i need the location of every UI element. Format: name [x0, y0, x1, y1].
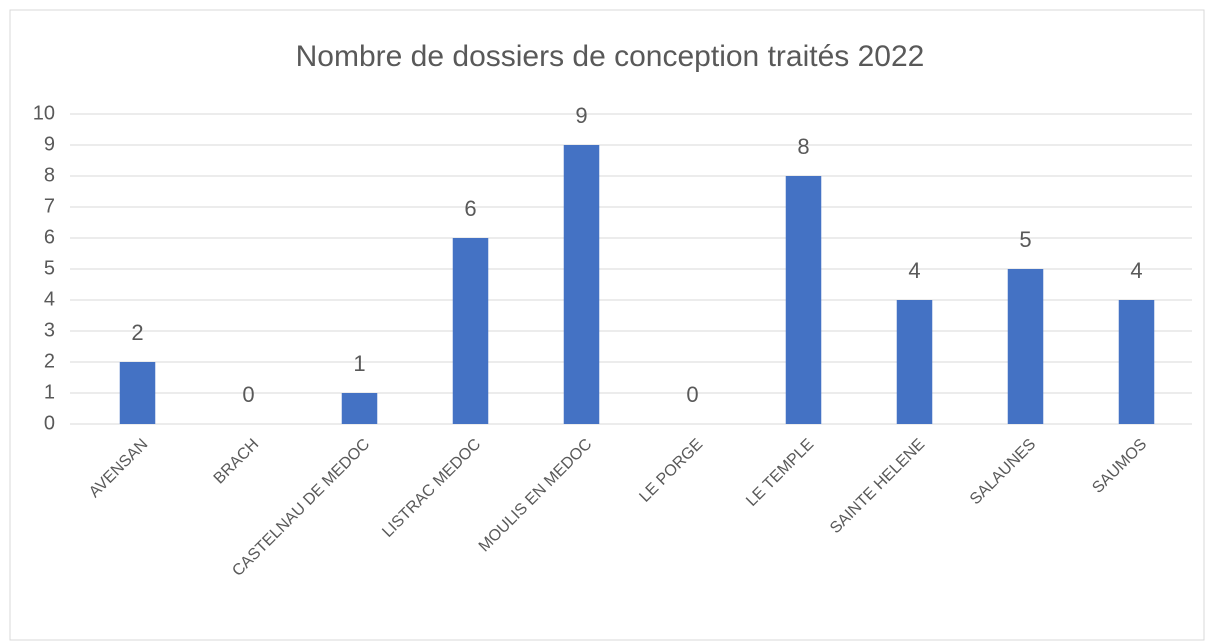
data-label: 4: [1130, 258, 1142, 283]
bar: [1118, 300, 1155, 424]
bar: [119, 362, 156, 424]
y-tick-label: 6: [44, 226, 55, 248]
y-tick-label: 10: [33, 102, 55, 124]
data-label: 6: [464, 196, 476, 221]
chart-title: Nombre de dossiers de conception traités…: [296, 40, 925, 73]
y-tick-label: 7: [44, 195, 55, 217]
y-tick-label: 0: [44, 412, 55, 434]
bar: [452, 238, 489, 424]
y-tick-label: 8: [44, 164, 55, 186]
y-tick-label: 1: [44, 381, 55, 403]
bar: [785, 176, 822, 424]
data-label: 4: [908, 258, 920, 283]
y-tick-label: 3: [44, 319, 55, 341]
chart-border: [9, 9, 1205, 641]
bar: [563, 145, 600, 424]
y-tick-label: 2: [44, 350, 55, 372]
y-tick-label: 5: [44, 257, 55, 279]
data-label: 5: [1019, 227, 1031, 252]
bar: [341, 393, 378, 424]
data-label: 2: [131, 320, 143, 345]
data-label: 9: [575, 103, 587, 128]
data-label: 0: [242, 382, 254, 407]
data-label: 8: [797, 134, 809, 159]
y-tick-label: 9: [44, 133, 55, 155]
data-label: 0: [686, 382, 698, 407]
bar: [896, 300, 933, 424]
data-label: 1: [353, 351, 365, 376]
y-tick-label: 4: [44, 288, 55, 310]
bar: [1007, 269, 1044, 424]
